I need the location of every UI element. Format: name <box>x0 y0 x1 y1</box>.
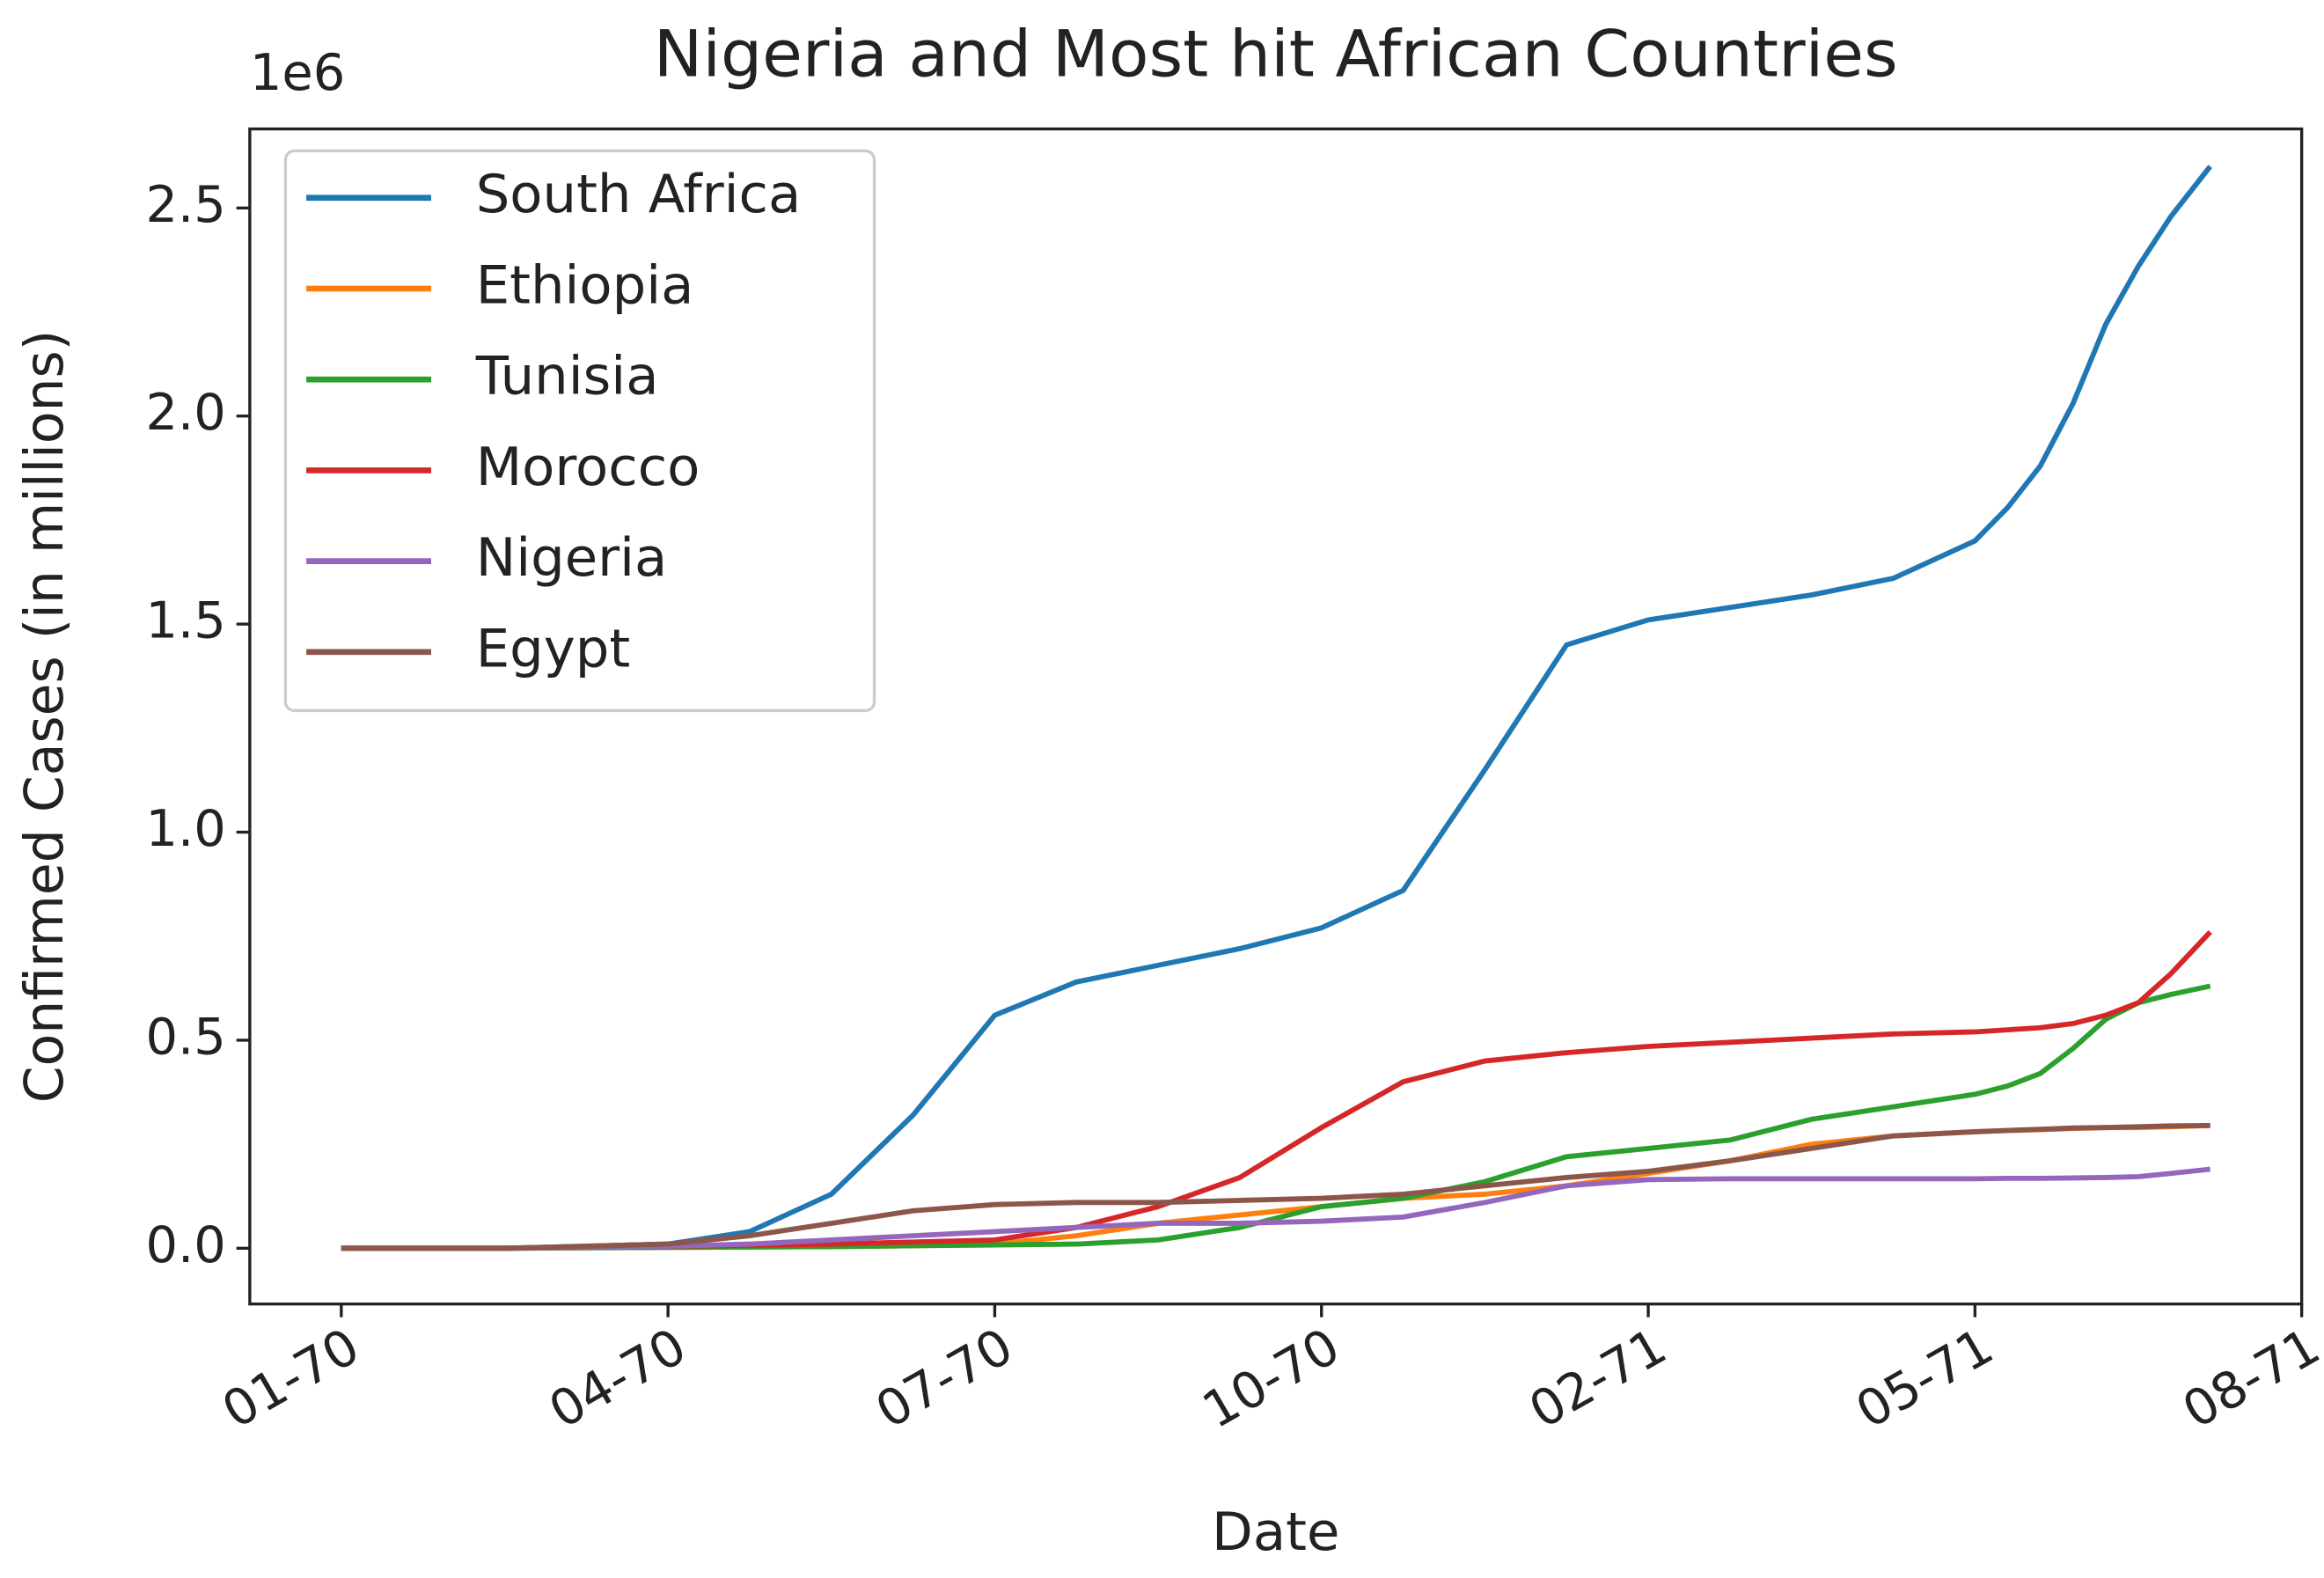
y-tick-label: 1.0 <box>145 800 225 858</box>
x-tick-label: 05-71 <box>1846 1317 2003 1440</box>
series-line <box>341 930 2212 1251</box>
series-line <box>341 1122 2210 1251</box>
y-axis-label: Confirmed Cases (in millions) <box>13 330 76 1103</box>
plot-frame <box>248 127 2304 1306</box>
y-tick-label: 1.5 <box>145 592 225 650</box>
x-tick-label: 07-70 <box>866 1317 1023 1440</box>
series-line <box>341 1166 2211 1251</box>
legend-label: Ethiopia <box>476 255 694 316</box>
y-tick-label: 2.0 <box>145 385 225 443</box>
legend-label: South Africa <box>476 165 802 225</box>
y-tick-label: 2.5 <box>145 176 225 234</box>
legend-label: Tunisia <box>475 346 659 407</box>
x-tick-label: 10-70 <box>1193 1317 1350 1440</box>
series-line <box>341 165 2213 1251</box>
x-tick-label: 01-70 <box>213 1317 370 1440</box>
legend-label: Morocco <box>476 437 700 497</box>
series-line <box>341 1122 2210 1251</box>
x-tick-label: 02-71 <box>1520 1317 1676 1440</box>
y-tick-label: 0.0 <box>145 1216 225 1274</box>
legend-label: Egypt <box>476 619 630 679</box>
x-tick-label: 08-71 <box>2174 1317 2324 1440</box>
series-line <box>341 983 2211 1251</box>
x-axis-label: Date <box>1212 1502 1339 1563</box>
x-tick-label: 04-70 <box>539 1317 696 1440</box>
legend-label: Nigeria <box>476 528 668 589</box>
y-tick-label: 0.5 <box>145 1009 225 1067</box>
legend-box <box>283 149 876 713</box>
y-offset-label: 1e6 <box>250 44 345 102</box>
chart-title: Nigeria and Most hit African Countries <box>654 17 1898 92</box>
